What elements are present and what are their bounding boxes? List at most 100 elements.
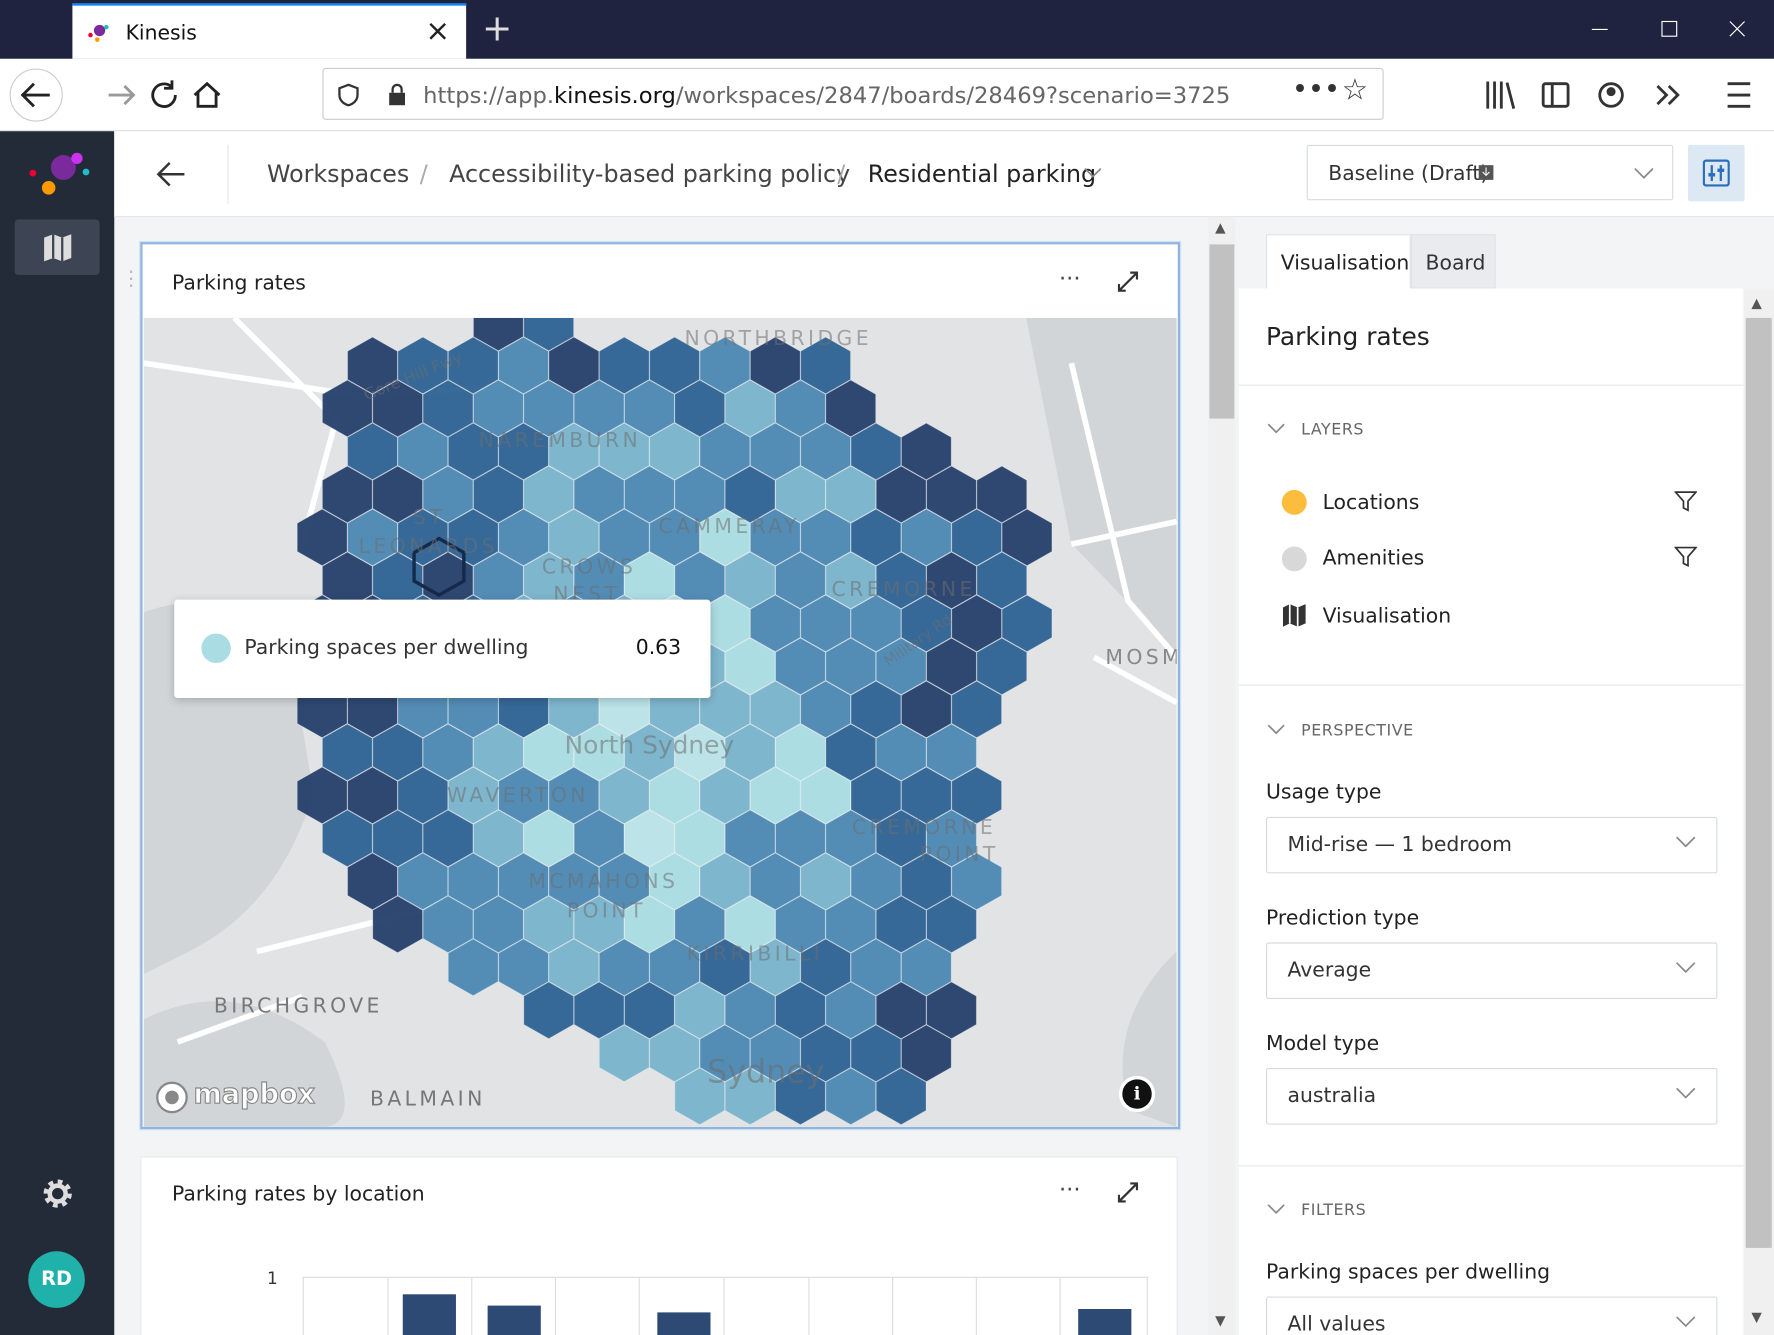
layer[interactable]: Locations: [1322, 491, 1420, 515]
hex-cell: [321, 465, 373, 524]
hex-cell: [825, 465, 877, 524]
field-label: Usage type: [1266, 780, 1382, 805]
dropdown[interactable]: Average: [1266, 942, 1718, 999]
hex-cell: [397, 508, 449, 567]
hex-cell: [548, 852, 600, 911]
nav-buttons[interactable]: [7, 66, 256, 125]
hex-cell: [951, 766, 1002, 825]
dropdown[interactable]: Mid-rise — 1 bedroom: [1266, 816, 1718, 874]
layer[interactable]: Visualisation: [1322, 604, 1452, 628]
window-controls[interactable]: [1584, 11, 1765, 47]
map-label: NAREMBURN: [478, 428, 642, 453]
hex-cell: [749, 508, 801, 567]
hex-cell: [674, 465, 726, 524]
scenario-select[interactable]: Baseline (Draft): [1306, 144, 1674, 201]
section-heading[interactable]: PERSPECTIVE: [1301, 721, 1414, 740]
hex-cell: [447, 336, 499, 395]
hex-cell: [447, 852, 499, 911]
hex-cell: [473, 809, 524, 868]
hex-cell: [498, 766, 549, 825]
panel-title: Parking rates: [1266, 323, 1430, 352]
url-field[interactable]: https://app.kinesis.org/workspaces/2847/…: [322, 67, 1384, 120]
hex-cell: [951, 680, 1002, 739]
hex-cell: [825, 723, 877, 782]
settings[interactable]: [41, 1177, 75, 1211]
dropdown[interactable]: All values: [1266, 1296, 1718, 1335]
breadcrumb-sep: /: [837, 160, 846, 188]
new-tab[interactable]: +: [481, 6, 513, 50]
header: Workspaces / Accessibility-based parking…: [114, 131, 1774, 218]
hex-cell: [447, 938, 499, 997]
bookmark[interactable]: ☆: [1341, 73, 1369, 108]
hex-cell: [523, 317, 575, 352]
expand[interactable]: [1117, 271, 1139, 292]
water: [143, 317, 1177, 1127]
hex-cell: [850, 422, 902, 481]
hex-cell: [749, 766, 801, 825]
hex-cell: [875, 895, 927, 954]
panel-toggle[interactable]: [1688, 144, 1745, 202]
hex-cell: [422, 895, 474, 954]
info-button[interactable]: i: [1118, 1075, 1156, 1113]
tab-title: Kinesis: [125, 21, 197, 46]
hex-cell: [397, 336, 449, 395]
hex-cell: [573, 465, 625, 524]
section-heading[interactable]: LAYERS: [1301, 420, 1365, 439]
hex-cell: [875, 723, 927, 782]
avatar[interactable]: RD: [28, 1251, 85, 1308]
breadcrumb-current[interactable]: Residential parking: [867, 160, 1097, 188]
map-label: POINT: [566, 899, 646, 924]
panel-scrollbar[interactable]: ▲ ▼: [1743, 288, 1774, 1335]
map[interactable]: NORTHBRIDGE NAREMBURN CAMMERAY ST LEONAR…: [143, 317, 1177, 1127]
scrollbar[interactable]: ▲ ▼: [1208, 217, 1236, 1335]
section-heading[interactable]: FILTERS: [1301, 1201, 1367, 1220]
toolbar-icons[interactable]: [1476, 75, 1759, 116]
dropdown-value: Mid-rise — 1 bedroom: [1287, 832, 1512, 857]
filter-icon[interactable]: [1674, 545, 1698, 568]
tab-close[interactable]: ×: [425, 14, 451, 49]
hex-cell: [724, 379, 776, 438]
expand[interactable]: [1117, 1182, 1139, 1203]
tab[interactable]: Kinesis ×: [72, 3, 467, 59]
hex-cell: [347, 766, 398, 825]
hex-cell: [473, 723, 524, 782]
hex-cell: [347, 852, 398, 911]
breadcrumb[interactable]: Accessibility-based parking policy: [449, 160, 851, 188]
hex-cell: [875, 1067, 927, 1126]
dropdown-value: Average: [1287, 958, 1372, 983]
hex-cell: [926, 809, 977, 868]
hex-cell: [775, 723, 826, 782]
hex-cell: [900, 1024, 952, 1083]
app-sidebar: RD: [0, 131, 115, 1335]
hex-cell: [850, 766, 902, 825]
card-menu[interactable]: ···: [1058, 1175, 1081, 1203]
map-label: CROWS: [541, 555, 637, 580]
hex-cell: [900, 594, 952, 653]
breadcrumb[interactable]: Workspaces: [267, 160, 410, 188]
page-actions[interactable]: •••: [1292, 73, 1341, 106]
tooltip-label: Parking spaces per dwelling: [244, 635, 529, 660]
hex-cell: [850, 680, 902, 739]
tooltip: Parking spaces per dwelling 0.63: [174, 599, 711, 699]
card-title: Parking rates by location: [171, 1182, 425, 1207]
hex-cell: [926, 723, 977, 782]
hex-cell: [674, 809, 726, 868]
layer[interactable]: Amenities: [1322, 546, 1425, 571]
map-label: CAMMERAY: [658, 514, 800, 539]
hex-cell: [624, 723, 675, 782]
hex-cell: [749, 852, 801, 911]
hex-cell: [498, 508, 549, 567]
tab-active[interactable]: Visualisation: [1266, 234, 1411, 289]
hex-cell: [523, 379, 575, 438]
hex-cell: [674, 723, 726, 782]
dropdown[interactable]: australia: [1266, 1068, 1718, 1125]
hex-cell: [825, 379, 877, 438]
hex-cell: [775, 379, 826, 438]
filter-icon[interactable]: [1674, 490, 1698, 513]
back-button[interactable]: [155, 158, 187, 190]
tab[interactable]: Board: [1410, 234, 1496, 289]
map-nav[interactable]: [14, 219, 100, 275]
card-menu[interactable]: ···: [1058, 264, 1081, 292]
hex-cell: [523, 809, 575, 868]
hex-cell: [875, 981, 927, 1040]
